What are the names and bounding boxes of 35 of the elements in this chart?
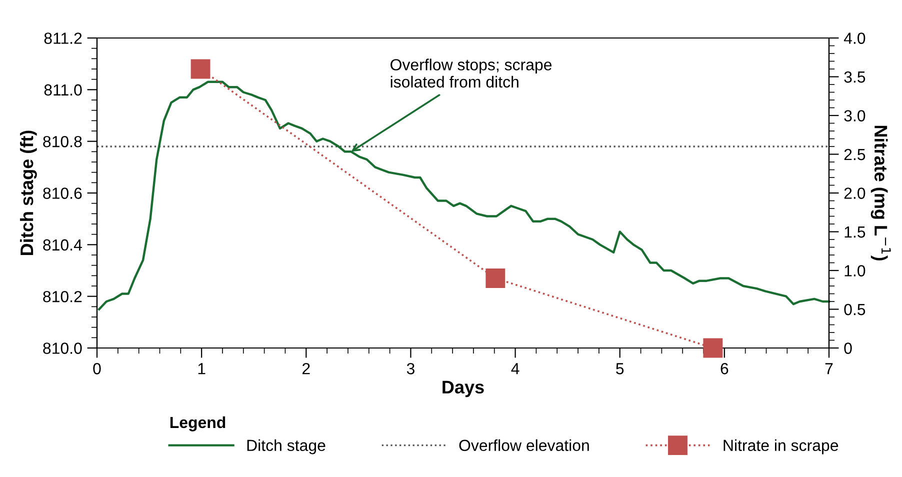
- x-tick-label: 5: [616, 363, 624, 374]
- y2-tick-label: 1.5: [844, 226, 866, 238]
- y-tick-label: 810.2: [43, 290, 82, 302]
- x-tick-label: 6: [720, 363, 728, 374]
- x-tick-label: 7: [825, 363, 833, 374]
- legend-label: Overflow elevation: [459, 439, 589, 452]
- y-axis-title: Ditch stage (ft): [20, 130, 37, 255]
- legend-label: Ditch stage: [247, 439, 326, 454]
- y2-tick-label: 1.0: [844, 265, 866, 276]
- y-tick-label: 810.4: [43, 239, 82, 251]
- y-tick-label: 810.0: [43, 342, 82, 354]
- y2-tick-label: 4.0: [844, 32, 866, 44]
- y2-tick-label: 2.5: [844, 148, 866, 160]
- x-tick-label: 1: [198, 363, 206, 374]
- x-tick-label: 3: [406, 363, 414, 374]
- point: [486, 268, 506, 288]
- y2-tick-label: 3.5: [844, 71, 866, 83]
- x-tick-label: 4: [511, 363, 520, 374]
- y2-axis-title: Nitrate (mg L$^{−1}$): [870, 126, 891, 260]
- y2-tick-label: 2.0: [844, 188, 866, 199]
- y-tick-label: 811.0: [44, 84, 82, 96]
- y2-tick-label: 3.0: [844, 110, 866, 122]
- y-tick-label: 810.8: [43, 136, 82, 148]
- y2-tick-label: 0: [844, 342, 852, 354]
- y-tick-label: 811.2: [44, 32, 82, 44]
- point: [703, 338, 723, 358]
- legend-label: Nitrate in scrape: [724, 439, 838, 454]
- x-tick-label: 0: [93, 363, 101, 374]
- y2-tick-label: 0.5: [844, 304, 866, 316]
- x-tick-label: 2: [302, 363, 310, 374]
- y-tick-label: 810.6: [43, 188, 82, 199]
- x-axis-title: Days: [442, 380, 484, 398]
- point: [190, 59, 210, 79]
- legend-title: Legend: [170, 416, 226, 432]
- annotation: Overflow stops; scrape isolated from ditch: [390, 58, 552, 88]
